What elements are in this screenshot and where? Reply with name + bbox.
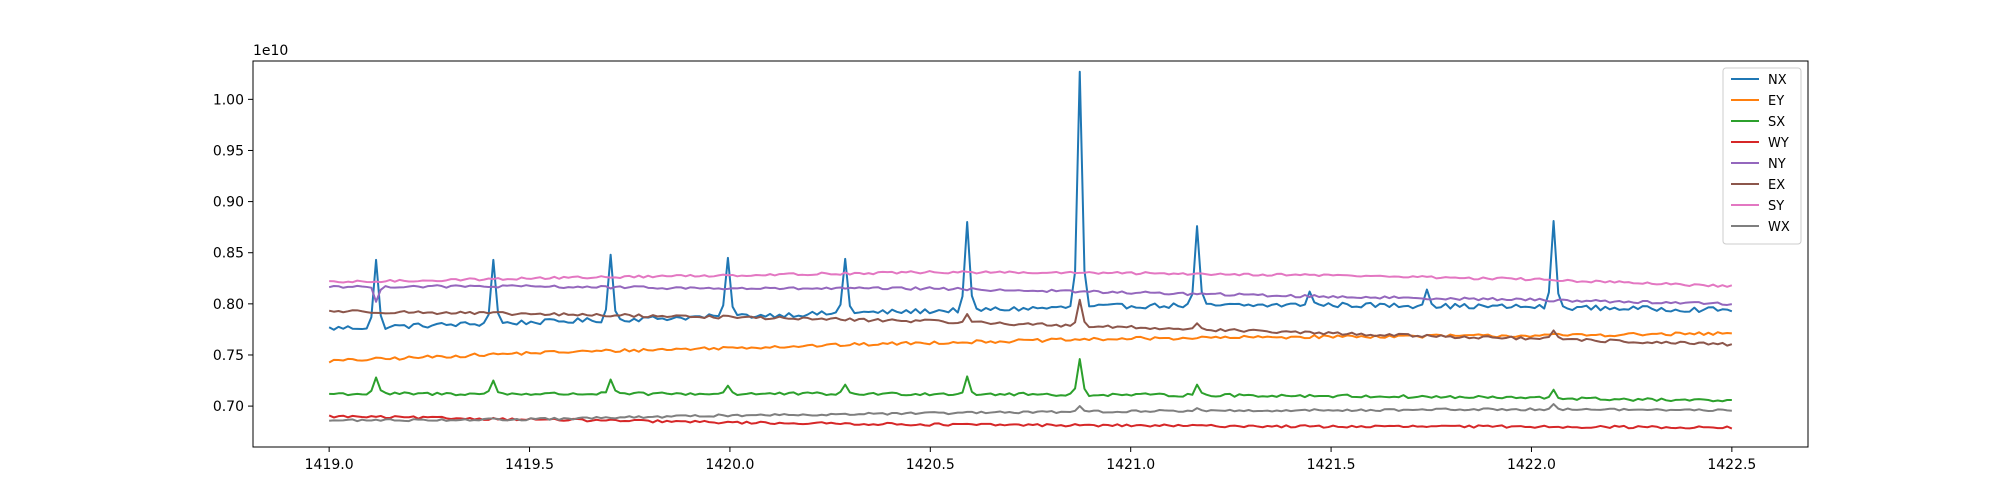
x-tick-label: 1422.5 (1707, 457, 1756, 473)
y-axis-offset-label: 1e10 (253, 43, 288, 59)
y-tick-label: 0.90 (213, 195, 244, 211)
x-tick-label: 1419.5 (505, 457, 554, 473)
x-tick-label: 1421.0 (1106, 457, 1155, 473)
x-tick-label: 1420.0 (705, 457, 754, 473)
series-layer (328, 70, 1733, 430)
series-line-sy (329, 270, 1733, 288)
legend-label: WX (1768, 220, 1790, 235)
x-tick-label: 1420.5 (906, 457, 955, 473)
plot-frame (252, 60, 1809, 448)
y-tick-label: 0.80 (213, 297, 244, 313)
legend-label: WY (1768, 136, 1789, 151)
legend-label: SX (1768, 115, 1785, 130)
x-tick-label: 1419.0 (305, 457, 354, 473)
series-line-wx (329, 403, 1732, 423)
legend: NX EY SX WY NY EX SY WX (1722, 67, 1802, 245)
series-line-sx (329, 358, 1732, 403)
series-line-ey (328, 331, 1732, 364)
series-line-ex (328, 298, 1733, 347)
y-axis: 0.70 0.75 0.80 0.85 0.90 0.95 1.00 (213, 92, 253, 415)
y-tick-label: 0.85 (213, 246, 244, 262)
x-tick-label: 1421.5 (1307, 457, 1356, 473)
y-tick-label: 0.75 (213, 348, 244, 364)
series-line-wy (328, 414, 1733, 430)
legend-label: EX (1768, 178, 1785, 193)
x-axis: 1419.0 1419.5 1420.0 1420.5 1421.0 1421.5 1422… (305, 447, 1756, 473)
y-tick-label: 1.00 (213, 92, 244, 108)
y-tick-label: 0.70 (213, 399, 244, 415)
legend-label: SY (1768, 199, 1784, 214)
series-line-nx (328, 70, 1733, 331)
legend-label: NX (1768, 73, 1787, 88)
y-tick-label: 0.95 (213, 143, 244, 159)
series-line-ny (328, 284, 1733, 306)
x-tick-label: 1422.0 (1507, 457, 1556, 473)
legend-box (1722, 67, 1802, 245)
legend-label: EY (1768, 94, 1784, 109)
legend-label: NY (1768, 157, 1786, 172)
